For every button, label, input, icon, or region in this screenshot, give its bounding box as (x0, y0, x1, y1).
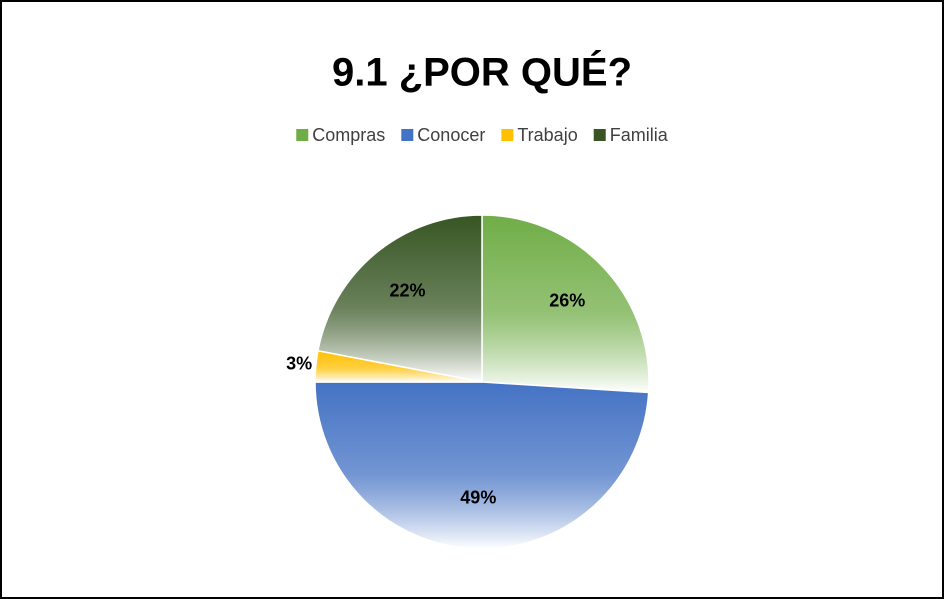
data-label: 3% (286, 353, 312, 373)
data-label: 22% (389, 281, 425, 301)
legend-swatch (593, 129, 606, 141)
legend-label: Compras (312, 125, 385, 145)
legend: Compras Conocer Trabajo Familia (296, 125, 669, 145)
chart-title: 9.1 ¿POR QUÉ? (332, 50, 632, 95)
legend-label: Trabajo (517, 125, 577, 145)
data-label: 26% (549, 291, 585, 311)
legend-label: Familia (610, 125, 669, 145)
legend-swatch (401, 129, 414, 141)
pie-slice (481, 214, 650, 394)
data-label: 49% (460, 488, 496, 508)
legend-swatch (501, 129, 514, 141)
pie-slice (314, 381, 650, 550)
pie-slice (317, 214, 483, 383)
legend-label: Conocer (417, 125, 485, 145)
legend-swatch (296, 129, 309, 141)
